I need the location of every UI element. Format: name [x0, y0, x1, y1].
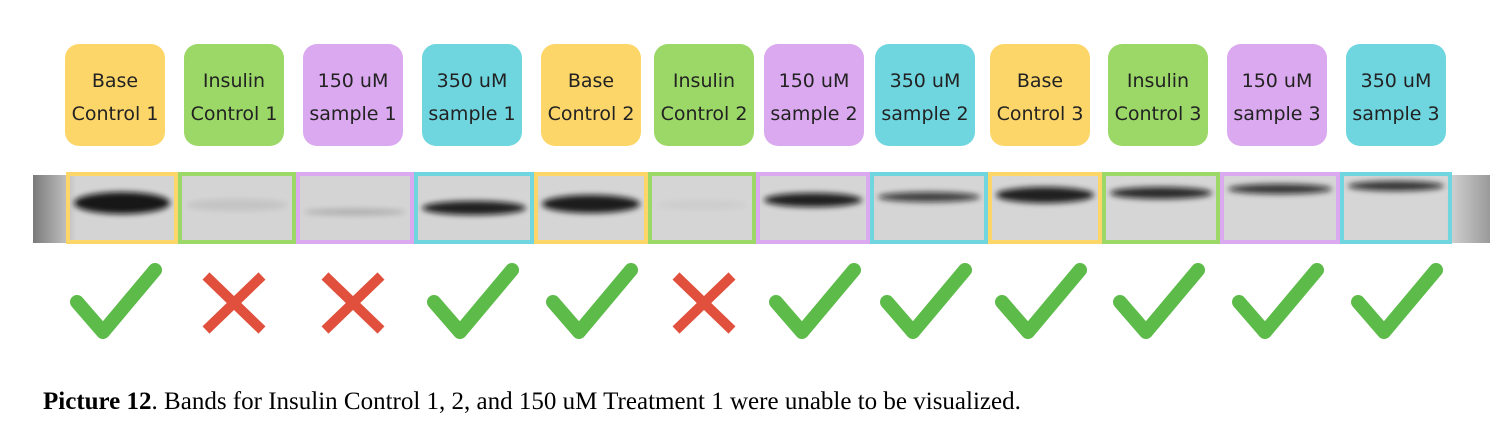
cross-mark	[321, 272, 385, 334]
lane-label-line: Base	[1017, 70, 1063, 92]
lane-frame	[1340, 172, 1452, 244]
blot-band	[1110, 187, 1212, 199]
lane-label-box	[990, 44, 1090, 146]
lane-label-line: Base	[568, 70, 614, 92]
lane-frame	[648, 172, 756, 244]
lane-label-box	[65, 44, 165, 146]
lane-label-box	[1227, 44, 1327, 146]
lane-frame	[1102, 172, 1220, 244]
check-mark	[70, 263, 162, 339]
figure: Base Control 1 Insulin Control 1 150 uM sampl…	[33, 44, 1490, 339]
lane-label-line: Control 1	[191, 103, 278, 125]
lane-label-box	[764, 44, 864, 146]
blot-band	[74, 192, 170, 214]
lane-label-line: sample 2	[881, 103, 968, 125]
lane-label-line: sample 2	[770, 103, 857, 125]
lane-label-line: Base	[92, 70, 138, 92]
lane-label-line: 350 uM	[890, 70, 961, 92]
check-mark	[769, 263, 861, 339]
lane-label-line: Control 2	[661, 103, 748, 125]
cross-mark	[672, 272, 736, 334]
lane-frame	[988, 172, 1102, 244]
blot-band	[1348, 181, 1444, 191]
check-mark	[1113, 263, 1205, 339]
check-mark	[546, 263, 638, 339]
lane-label-line: Control 3	[1115, 103, 1202, 125]
lane-frame	[296, 172, 414, 244]
lane-label-line: Control 1	[72, 103, 159, 125]
caption-text: . Bands for Insulin Control 1, 2, and 15…	[151, 388, 1021, 415]
lane-frame	[1220, 172, 1340, 244]
lane-label-line: Control 3	[997, 103, 1084, 125]
lane-label-box	[654, 44, 754, 146]
caption: Picture 12. Bands for Insulin Control 1,…	[43, 388, 1021, 416]
blot-band	[764, 193, 862, 207]
lane-label-line: sample 1	[309, 103, 396, 125]
caption-label: Picture 12	[43, 388, 152, 415]
blot-band	[1228, 184, 1332, 194]
check-mark	[427, 263, 519, 339]
blot-band	[542, 195, 640, 213]
lane-frame	[534, 172, 648, 244]
lane-frame	[414, 172, 534, 244]
lane-label-line: 150 uM	[779, 70, 850, 92]
blot-band	[304, 209, 406, 215]
lane-frame	[756, 172, 870, 244]
lane-label-line: 350 uM	[1361, 70, 1432, 92]
lane-label-box	[541, 44, 641, 146]
lane-frame	[178, 172, 296, 244]
lane-label-line: sample 3	[1352, 103, 1439, 125]
blot-band	[996, 187, 1094, 203]
lane-label-line: sample 1	[428, 103, 515, 125]
blot-band	[186, 199, 288, 211]
lane-label-line: Insulin	[673, 70, 735, 92]
lane-label-box	[184, 44, 284, 146]
lane-label-line: Insulin	[1127, 70, 1189, 92]
lane-label-box	[875, 44, 975, 146]
check-mark	[880, 263, 972, 339]
lane-label-box	[422, 44, 522, 146]
lane-label-line: 150 uM	[1242, 70, 1313, 92]
lane-label-box	[1108, 44, 1208, 146]
lane-frame	[870, 172, 988, 244]
lane-label-line: Insulin	[203, 70, 265, 92]
lane-label-line: 350 uM	[437, 70, 508, 92]
check-mark	[1232, 263, 1324, 339]
lane-frame	[66, 172, 178, 244]
lane-label-line: Control 2	[548, 103, 635, 125]
lane-label-line: sample 3	[1233, 103, 1320, 125]
blot-band	[422, 201, 526, 215]
blot-band	[656, 201, 748, 209]
check-mark	[1351, 263, 1443, 339]
blot-band	[878, 192, 980, 202]
check-mark	[995, 263, 1087, 339]
lane-label-box	[1346, 44, 1446, 146]
lane-label-box	[303, 44, 403, 146]
cross-mark	[202, 272, 266, 334]
lane-label-line: 150 uM	[318, 70, 389, 92]
